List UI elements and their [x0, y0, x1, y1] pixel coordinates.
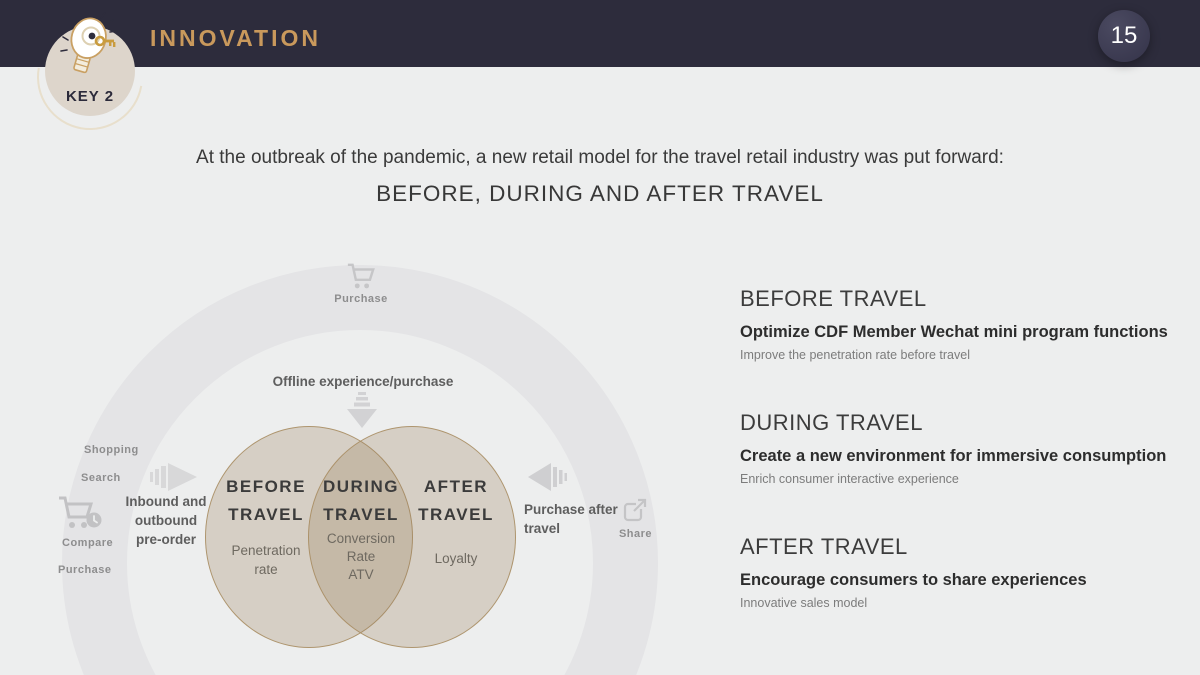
page-number-badge: 15 — [1098, 10, 1150, 62]
venn-during-metric: Conversion Rate ATV — [326, 531, 396, 582]
arrow-down-icon — [347, 392, 377, 428]
detail-during-travel: DURING TRAVEL Create a new environment f… — [740, 410, 1185, 486]
detail-subtitle: Create a new environment for immersive c… — [740, 447, 1167, 465]
step-compare: Compare — [62, 537, 114, 549]
share-icon — [623, 498, 647, 522]
detail-description: Enrich consumer interactive experience — [740, 472, 959, 486]
venn-during-title: DURING TRAVEL — [322, 477, 400, 524]
detail-subtitle: Optimize CDF Member Wechat mini program … — [740, 323, 1168, 341]
detail-after-travel: AFTER TRAVEL Encourage consumers to shar… — [740, 534, 1185, 610]
purchase-top-label: Purchase — [334, 293, 388, 305]
page-number: 15 — [1110, 22, 1138, 49]
step-shopping: Shopping — [84, 444, 139, 456]
intro-sentence: At the outbreak of the pandemic, a new r… — [196, 147, 1004, 168]
share-label: Share — [618, 528, 653, 540]
venn-before-metric: Penetration rate — [231, 543, 301, 577]
step-purchase: Purchase — [58, 564, 112, 576]
purchase-after-label: Purchase after travel — [524, 502, 618, 536]
arrow-right-icon — [150, 463, 197, 491]
detail-description: Innovative sales model — [740, 596, 868, 610]
key-badge-label: KEY 2 — [65, 88, 115, 105]
venn-after-metric: Loyalty — [434, 551, 478, 566]
step-search: Search — [81, 472, 121, 484]
detail-title: DURING TRAVEL — [740, 410, 923, 435]
venn-after-title: AFTER TRAVEL — [418, 477, 494, 524]
offline-experience-label: Offline experience/purchase — [272, 374, 454, 389]
detail-title: BEFORE TRAVEL — [740, 286, 927, 311]
detail-title: AFTER TRAVEL — [740, 534, 908, 559]
top-bar — [0, 0, 1200, 67]
lightbulb-key-icon — [60, 12, 118, 74]
detail-before-travel: BEFORE TRAVEL Optimize CDF Member Wechat… — [740, 286, 1185, 362]
venn-circle-after — [308, 426, 516, 648]
purchase-cart-icon — [347, 263, 375, 289]
venn-before-title: BEFORE TRAVEL — [226, 477, 306, 524]
detail-description: Improve the penetration rate before trav… — [740, 348, 970, 362]
cart-clock-icon — [59, 496, 102, 528]
intro-model-title: BEFORE, DURING AND AFTER TRAVEL — [376, 181, 824, 206]
page-title: INNOVATION — [150, 25, 321, 51]
arrow-left-icon — [528, 463, 567, 491]
inbound-preorder-label: Inbound and outbound pre-order — [125, 494, 207, 547]
detail-subtitle: Encourage consumers to share experiences — [740, 571, 1087, 589]
